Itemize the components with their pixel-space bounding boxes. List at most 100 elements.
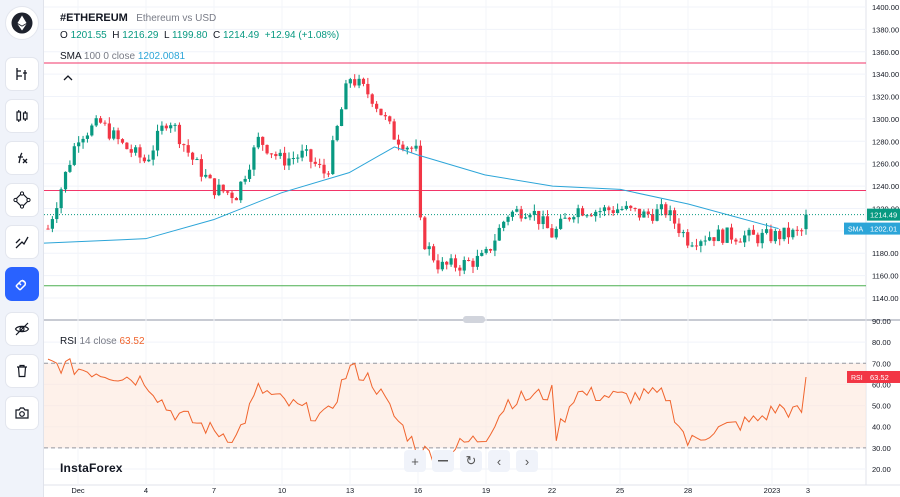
candle-body	[383, 115, 387, 117]
candle-body	[68, 164, 72, 172]
candle-body	[677, 223, 681, 234]
scroll-forward-button[interactable]: ›	[516, 450, 538, 472]
lines-icon	[15, 236, 29, 249]
candle-body	[226, 191, 230, 193]
zoom-in-button[interactable]: +	[404, 450, 426, 472]
candle-body	[177, 124, 182, 145]
pane-resize-handle[interactable]	[463, 316, 485, 323]
open-value: 1201.55	[70, 30, 107, 41]
candle-body	[747, 229, 751, 236]
hide-drawings-button[interactable]	[5, 312, 39, 346]
zoom-out-button[interactable]	[432, 450, 454, 472]
candle-body	[335, 126, 339, 141]
time-tick-label: 22	[548, 486, 556, 495]
candle-body	[734, 239, 738, 242]
candle-body	[418, 145, 423, 218]
candle-body	[331, 140, 335, 174]
candle-body	[151, 150, 155, 160]
left-toolbar	[0, 0, 44, 497]
ethereum-logo[interactable]	[5, 6, 39, 40]
collapse-legend-button[interactable]	[60, 70, 76, 86]
candle-body	[190, 152, 195, 160]
candle-body	[313, 161, 317, 164]
candle-body	[567, 217, 571, 220]
candle-body	[107, 123, 111, 139]
candle-body	[256, 136, 260, 148]
chevron-right-icon: ›	[524, 453, 530, 469]
chart-settings-button[interactable]	[5, 57, 39, 91]
drawing-button[interactable]	[5, 183, 39, 217]
price-tick-label: 1320.00	[872, 93, 899, 102]
candle-body	[366, 83, 370, 95]
candle-body	[396, 139, 401, 145]
candle-body	[633, 207, 637, 209]
candle-body	[388, 116, 392, 122]
candle-body	[440, 261, 444, 270]
ohlc-legend: O 1201.55 H 1216.29 L 1199.80 C 1214.49 …	[60, 30, 339, 41]
candle-body	[624, 205, 628, 209]
candle-body	[729, 227, 734, 240]
candle-body	[344, 83, 348, 110]
remove-drawings-button[interactable]	[5, 354, 39, 388]
open-label: O	[60, 30, 68, 41]
sma-name: SMA	[60, 51, 82, 62]
candle-body	[300, 150, 304, 158]
candle-body	[112, 130, 116, 139]
candle-body	[800, 230, 804, 232]
candle-body	[782, 227, 786, 240]
rsi-tick-label: 30.00	[872, 444, 891, 453]
reset-view-button[interactable]: ↻	[460, 450, 482, 472]
rsi-legend[interactable]: RSI 14 close 63.52	[60, 336, 145, 347]
candles	[46, 74, 808, 277]
candle-body	[90, 125, 94, 136]
screenshot-button[interactable]	[5, 396, 39, 430]
candle-body	[46, 228, 50, 230]
chart-axes: 1400.001380.001360.001340.001320.001300.…	[71, 3, 900, 495]
candle-body	[204, 174, 208, 177]
candle-body	[221, 184, 225, 192]
candle-body	[379, 108, 383, 116]
time-tick-label: 25	[616, 486, 624, 495]
time-tick-label: 4	[144, 486, 148, 495]
candle-body	[414, 145, 418, 149]
candle-body	[664, 204, 668, 216]
rsi-tick-label: 20.00	[872, 465, 891, 474]
candle-body	[493, 240, 497, 251]
symbol-description: Ethereum vs USD	[136, 13, 217, 24]
candle-body	[55, 208, 59, 220]
scroll-back-button[interactable]: ‹	[488, 450, 510, 472]
candle-body	[462, 260, 466, 271]
candle-body	[703, 240, 707, 242]
candle-body	[252, 147, 256, 170]
candle-body	[94, 118, 98, 126]
time-tick-label: 19	[482, 486, 490, 495]
candle-body	[361, 78, 366, 84]
candles-button[interactable]	[5, 99, 39, 133]
lines-button[interactable]	[5, 225, 39, 259]
sma-value: 1202.0081	[137, 51, 186, 62]
candle-body	[708, 237, 712, 241]
symbol-name[interactable]: #ETHEREUM	[60, 12, 128, 24]
sma-legend[interactable]: SMA 100 0 close 1202.0081	[60, 51, 185, 62]
last-price-label: 1214.49	[870, 211, 897, 220]
candle-body	[287, 158, 291, 166]
candle-body	[160, 125, 164, 131]
magnet-button[interactable]	[5, 267, 39, 301]
candle-body	[186, 145, 190, 153]
sma-params: 100 0 close	[83, 51, 136, 62]
candle-body	[431, 246, 436, 261]
candle-body	[72, 146, 76, 165]
candle-body	[339, 109, 344, 127]
sma-badge-value: 1202.01	[870, 225, 897, 234]
candle-body	[760, 232, 764, 244]
time-tick-label: 16	[414, 486, 422, 495]
rsi-tick-label: 60.00	[872, 380, 891, 389]
candle-body	[554, 228, 558, 238]
chart-settings-icon	[16, 68, 27, 80]
candle-body	[182, 144, 186, 146]
candle-body	[296, 157, 300, 159]
indicators-button[interactable]	[5, 141, 39, 175]
candle-body	[436, 260, 440, 270]
candle-body	[681, 232, 685, 234]
